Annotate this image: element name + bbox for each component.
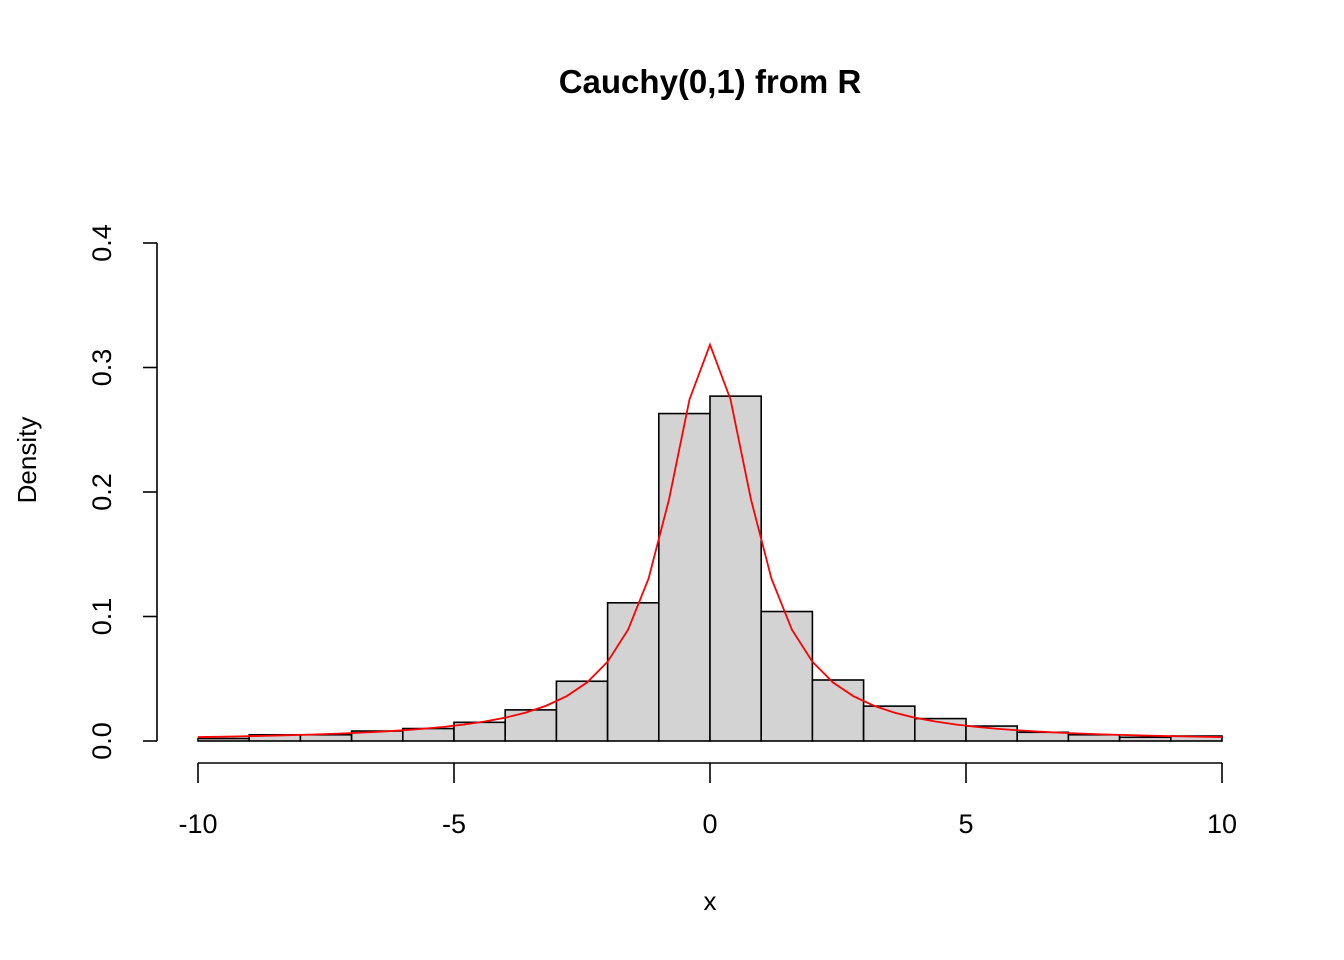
y-tick-label: 0.4 [87, 224, 117, 262]
histogram-bar [811, 679, 865, 742]
x-axis-label: x [704, 886, 717, 916]
histogram-bar [760, 610, 814, 742]
x-tick-label: -10 [178, 809, 217, 839]
histogram-bar [657, 412, 711, 742]
y-axis-label: Density [12, 417, 42, 504]
histogram-bar [504, 709, 558, 742]
histogram-bar [1118, 736, 1172, 742]
histogram-bar [709, 395, 763, 742]
histogram-bar [197, 737, 251, 742]
x-axis-ticks: -10 -5 0 5 10 [178, 763, 1237, 839]
density-curve [197, 342, 1223, 738]
y-tick-label: 0.3 [87, 349, 117, 387]
y-tick-label: 0.2 [87, 473, 117, 511]
histogram-bar [555, 680, 609, 742]
chart-title: Cauchy(0,1) from R [559, 63, 862, 100]
y-tick-label: 0.1 [87, 598, 117, 636]
x-tick-label: -5 [442, 809, 466, 839]
x-tick-label: 0 [702, 809, 717, 839]
y-axis-ticks: 0.0 0.1 0.2 0.3 0.4 [87, 224, 157, 760]
x-tick-label: 5 [958, 809, 973, 839]
histogram-bar [1067, 733, 1121, 742]
histogram-bars [197, 395, 1223, 742]
y-tick-label: 0.0 [87, 722, 117, 760]
histogram-bar [606, 602, 660, 742]
x-tick-label: 10 [1207, 809, 1237, 839]
histogram-bar [299, 733, 353, 742]
